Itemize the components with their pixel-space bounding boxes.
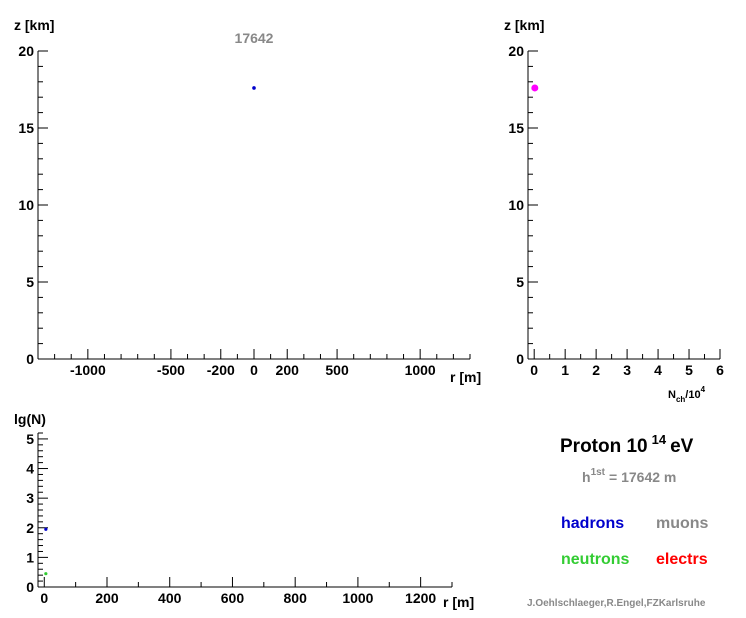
x-tick-label-0: -500 xyxy=(157,362,185,378)
shower-profile-panel: 17642 z [km] r [m] 0 5 10 15 20 -1000 -500 -200… xyxy=(14,17,481,385)
data-point xyxy=(531,84,539,92)
legend-muons: muons xyxy=(656,515,709,532)
x-tick-label-0: 1000 xyxy=(405,362,436,378)
x-tick-label-1: 1 xyxy=(561,362,569,378)
panel3-y-label: lg(N) xyxy=(14,411,46,427)
panel2-x-label-tail: /10 xyxy=(685,389,700,401)
first-interaction-height: h1st = 17642 m xyxy=(582,467,676,485)
data-point xyxy=(44,572,48,576)
x-tick-label-1: 0 xyxy=(530,362,538,378)
legend-neutrons: neutrons xyxy=(561,551,630,568)
y-tick-label-2: 3 xyxy=(26,490,34,506)
y-tick-label-0: 5 xyxy=(26,274,34,290)
x-tick-label-0: 500 xyxy=(325,362,349,378)
panel2-x-label-sub: ch xyxy=(676,395,685,404)
x-tick-label-1: 2 xyxy=(592,362,600,378)
panel1-x-label: r [m] xyxy=(450,369,481,385)
y-tick-label-2: 1 xyxy=(26,549,34,565)
x-tick-label-1: 5 xyxy=(685,362,693,378)
panel2-x-label: Nch/104 xyxy=(668,385,706,404)
y-tick-label-0: 20 xyxy=(18,43,34,59)
y-tick-label-1: 0 xyxy=(516,351,524,367)
y-tick-label-0: 0 xyxy=(26,351,34,367)
x-tick-label-2: 600 xyxy=(221,590,245,606)
h-superscript: 1st xyxy=(591,467,606,478)
energy-unit: eV xyxy=(670,436,694,457)
data-point xyxy=(44,527,48,531)
info-box: Proton 10 14 eV h1st = 17642 m hadrons muon… xyxy=(527,432,709,609)
y-tick-label-2: 0 xyxy=(26,579,34,595)
x-tick-label-0: 200 xyxy=(276,362,300,378)
y-tick-label-1: 5 xyxy=(516,274,524,290)
legend-hadrons: hadrons xyxy=(561,515,624,532)
x-tick-label-1: 3 xyxy=(623,362,631,378)
energy-exponent: 14 xyxy=(652,432,667,447)
x-tick-label-2: 400 xyxy=(158,590,182,606)
x-tick-label-0: 0 xyxy=(250,362,258,378)
x-tick-label-2: 200 xyxy=(95,590,119,606)
data-point xyxy=(252,86,256,90)
x-tick-label-2: 1000 xyxy=(342,590,373,606)
y-tick-label-0: 10 xyxy=(18,197,34,213)
panel2-x-label-sup: 4 xyxy=(701,385,706,394)
panel3-x-label: r [m] xyxy=(443,594,474,610)
lateral-distribution-panel: lg(N) r [m] 0 1 2 3 4 5 0 200 400 600 800 1000 1200 xyxy=(14,411,474,610)
x-tick-label-2: 800 xyxy=(284,590,308,606)
x-tick-label-0: -1000 xyxy=(70,362,106,378)
legend-electrs: electrs xyxy=(656,551,708,568)
x-tick-label-1: 4 xyxy=(654,362,662,378)
h-label: h xyxy=(582,469,591,485)
x-tick-label-0: -200 xyxy=(207,362,235,378)
y-tick-label-1: 10 xyxy=(508,197,524,213)
h-value: = 17642 m xyxy=(609,469,676,485)
credit-line: J.Oehlschlaeger,R.Engel,FZKarlsruhe xyxy=(527,598,706,609)
primary-label: Proton 10 xyxy=(560,436,648,457)
panel1-y-label: z [km] xyxy=(14,17,54,33)
x-tick-label-1: 6 xyxy=(716,362,724,378)
y-tick-label-1: 20 xyxy=(508,43,524,59)
panel1-title: 17642 xyxy=(235,30,274,46)
x-tick-label-2: 1200 xyxy=(405,590,436,606)
y-tick-label-2: 2 xyxy=(26,520,34,536)
y-tick-label-2: 4 xyxy=(26,461,34,477)
panel2-y-label: z [km] xyxy=(504,17,544,33)
y-tick-label-2: 5 xyxy=(26,431,34,447)
panel2-x-label-main: N xyxy=(668,389,676,401)
x-tick-label-2: 0 xyxy=(40,590,48,606)
y-tick-label-0: 15 xyxy=(18,120,34,136)
y-tick-label-1: 15 xyxy=(508,120,524,136)
primary-energy: Proton 10 14 eV xyxy=(560,432,694,457)
